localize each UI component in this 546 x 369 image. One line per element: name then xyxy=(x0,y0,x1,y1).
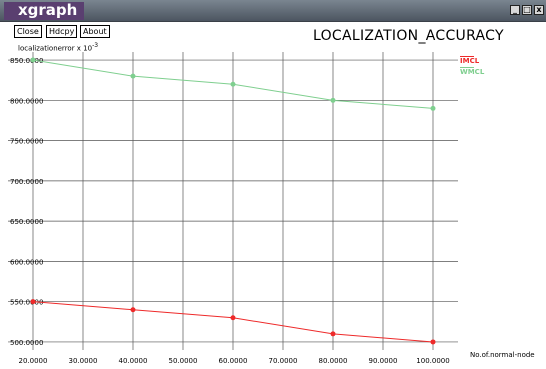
data-point-imcl xyxy=(130,307,136,313)
y-tick-label: 800.0000 xyxy=(10,97,43,105)
legend-wmcl-swatch xyxy=(460,67,474,68)
x-tick-label: 90.0000 xyxy=(369,357,398,365)
x-tick-label: 60.0000 xyxy=(219,357,248,365)
legend-imcl-swatch xyxy=(460,56,474,57)
y-tick-label: 700.0000 xyxy=(10,178,43,186)
data-point-imcl xyxy=(30,299,36,305)
close-button[interactable]: Close xyxy=(14,25,42,38)
y-tick-label: 550.0000 xyxy=(10,299,43,307)
data-point-imcl xyxy=(430,339,436,345)
x-axis-label: No.of.normal-node xyxy=(470,351,535,359)
data-point-wmcl xyxy=(330,97,336,103)
x-tick-label: 100.0000 xyxy=(416,357,449,365)
x-tick-label: 80.0000 xyxy=(319,357,348,365)
chart-title: LOCALIZATION_ACCURACY xyxy=(313,28,504,44)
y-axis-label-exponent: -3 xyxy=(92,42,99,49)
y-tick-label: 650.0000 xyxy=(10,218,43,226)
x-tick-label: 30.0000 xyxy=(69,357,98,365)
data-point-wmcl xyxy=(430,105,436,111)
minimize-button[interactable]: _ xyxy=(510,5,520,15)
app-title: xgraph xyxy=(18,1,78,19)
data-point-imcl xyxy=(330,331,336,337)
data-point-imcl xyxy=(230,315,236,321)
about-button[interactable]: About xyxy=(80,25,110,38)
hdcpy-button[interactable]: Hdcpy xyxy=(46,25,78,38)
y-axis-label-main: localizationerror x 10 xyxy=(18,44,93,53)
data-point-wmcl xyxy=(230,81,236,87)
y-tick-label: 600.0000 xyxy=(10,258,43,266)
x-tick-label: 40.0000 xyxy=(119,357,148,365)
maximize-button[interactable]: □ xyxy=(522,5,532,15)
y-axis-label: localizationerror x 10-3 xyxy=(18,42,98,52)
y-tick-label: 500.0000 xyxy=(10,339,43,347)
x-tick-label: 70.0000 xyxy=(269,357,298,365)
data-point-wmcl xyxy=(130,73,136,79)
x-tick-label: 20.0000 xyxy=(19,357,48,365)
close-window-button[interactable]: x xyxy=(534,5,544,15)
data-point-wmcl xyxy=(30,57,36,63)
y-tick-label: 850.0000 xyxy=(10,57,43,65)
legend-wmcl: WMCL xyxy=(460,68,485,76)
x-tick-label: 50.0000 xyxy=(169,357,198,365)
legend-imcl: IMCL xyxy=(460,57,480,65)
title-tab xyxy=(4,2,84,20)
y-tick-label: 750.0000 xyxy=(10,138,43,146)
window-titlebar[interactable]: xgraph _ □ x xyxy=(0,0,546,22)
